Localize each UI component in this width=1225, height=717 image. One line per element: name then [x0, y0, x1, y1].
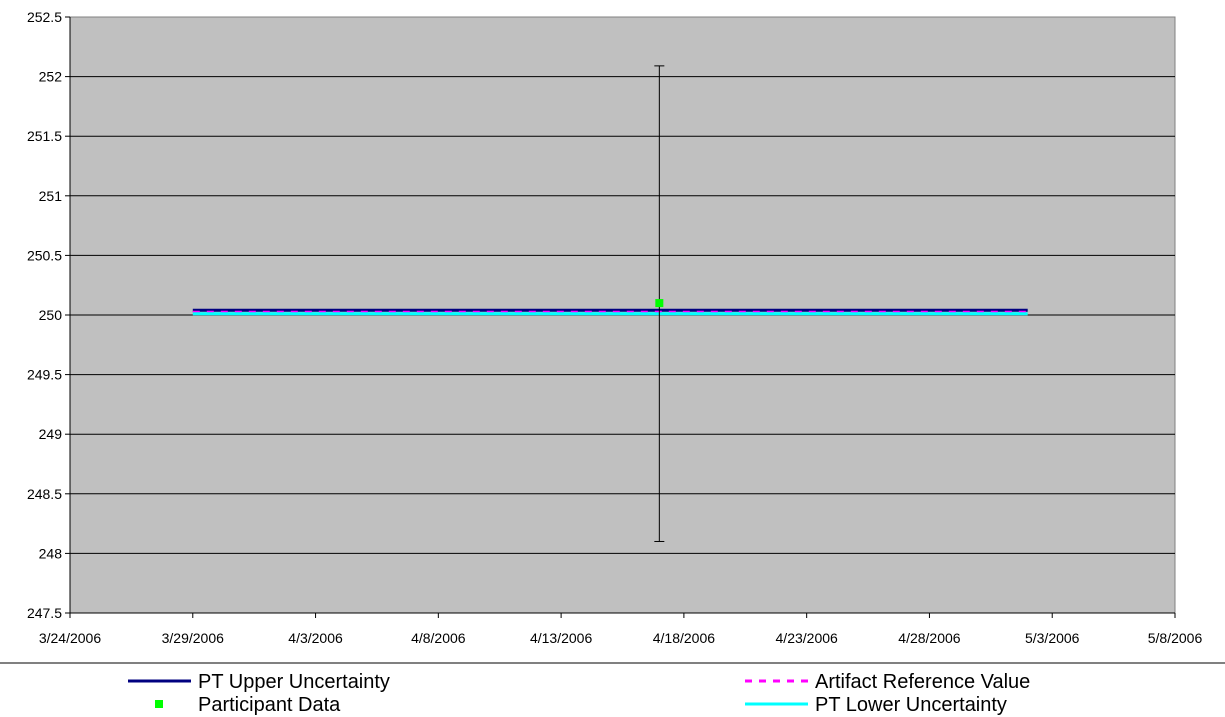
- y-tick-label: 249.5: [27, 367, 62, 383]
- x-tick-label: 5/3/2006: [1025, 630, 1080, 646]
- x-tick-label: 3/29/2006: [162, 630, 224, 646]
- y-tick-label: 250.5: [27, 247, 62, 263]
- legend-label: Artifact Reference Value: [815, 671, 1030, 693]
- legend-item-artifact-reference-value: Artifact Reference Value: [745, 671, 1030, 693]
- x-axis: 3/24/2006 3/29/2006 4/3/2006 4/8/2006 4/13/2…: [39, 612, 1203, 646]
- x-tick-label: 3/24/2006: [39, 630, 101, 646]
- x-tick-label: 4/23/2006: [776, 630, 838, 646]
- x-tick-label: 4/18/2006: [653, 630, 715, 646]
- y-tick-label: 248: [39, 545, 63, 561]
- x-tick-label: 4/8/2006: [411, 630, 466, 646]
- y-tick-label: 247.5: [27, 605, 62, 621]
- legend-label: PT Lower Uncertainty: [815, 694, 1007, 716]
- y-tick-label: 250: [39, 307, 63, 323]
- legend: PT Upper Uncertainty Artifact Reference V…: [128, 671, 1030, 716]
- series-layer: [192, 65, 1028, 542]
- legend-swatch: [155, 700, 163, 708]
- legend-label: PT Upper Uncertainty: [198, 671, 390, 693]
- y-tick-label: 252: [39, 69, 63, 85]
- legend-label: Participant Data: [198, 694, 341, 716]
- participant-data-point: [655, 299, 664, 308]
- legend-item-participant-data: Participant Data: [155, 694, 341, 716]
- y-tick-label: 252.5: [27, 9, 62, 25]
- y-tick-label: 251: [39, 188, 63, 204]
- y-tick-label: 251.5: [27, 128, 62, 144]
- y-tick-label: 249: [39, 426, 63, 442]
- legend-item-pt-lower-uncertainty: PT Lower Uncertainty: [745, 694, 1007, 716]
- gridlines: [70, 76, 1175, 554]
- y-axis: 247.5 248 248.5 249 249.5 250 250.5 251 251.5 252…: [27, 9, 71, 621]
- x-tick-label: 4/28/2006: [898, 630, 960, 646]
- x-tick-label: 4/3/2006: [288, 630, 343, 646]
- y-tick-label: 248.5: [27, 486, 62, 502]
- x-tick-label: 5/8/2006: [1148, 630, 1203, 646]
- x-tick-label: 4/13/2006: [530, 630, 592, 646]
- legend-item-pt-upper-uncertainty: PT Upper Uncertainty: [128, 671, 390, 693]
